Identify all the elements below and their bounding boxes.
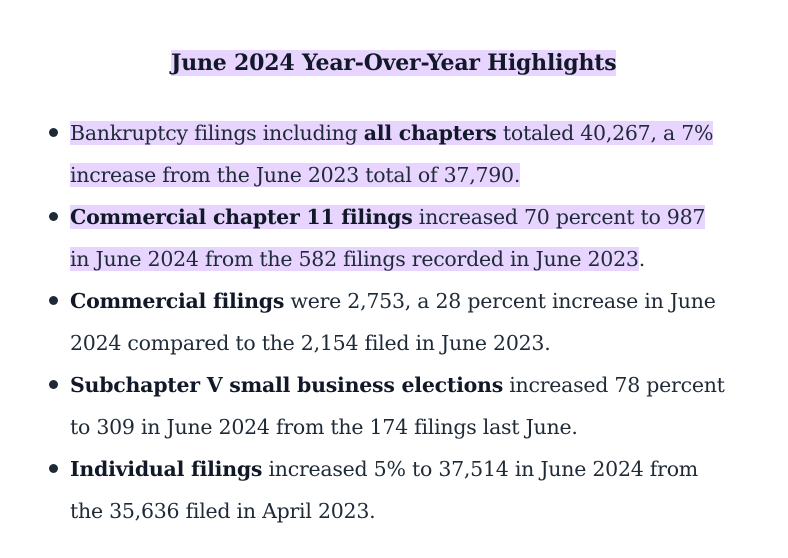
bold-term: Individual filings <box>70 457 263 481</box>
text-run: increased 70 percent to 987 <box>412 205 706 229</box>
bold-term: all chapters <box>363 121 497 145</box>
list-item-line: increase from the June 2023 total of 37,… <box>70 154 770 196</box>
highlighted-text: Commercial chapter 11 filings increased … <box>70 205 705 229</box>
highlighted-text: Bankruptcy filings including all chapter… <box>70 121 714 145</box>
list-item-line: Bankruptcy filings including all chapter… <box>70 112 770 154</box>
list-item-subchapter-v: Subchapter V small business elections in… <box>49 364 770 448</box>
text-run: increased 5% to 37,514 in June 2024 from <box>262 457 699 481</box>
list-item-line: Individual filings increased 5% to 37,51… <box>70 448 770 490</box>
bold-term: Subchapter V small business elections <box>70 373 503 397</box>
text-run: increased 78 percent <box>502 373 725 397</box>
highlights-heading: June 2024 Year-Over-Year Highlights <box>171 46 617 80</box>
list-item-line: 2024 compared to the 2,154 filed in June… <box>70 331 551 355</box>
list-item-line: Subchapter V small business elections in… <box>70 364 770 406</box>
highlighted-text: increase from the June 2023 total of 37,… <box>70 163 521 187</box>
list-item-commercial-chapter-11: Commercial chapter 11 filings increased … <box>49 196 770 280</box>
heading-highlight: June 2024 Year-Over-Year Highlights <box>171 50 617 76</box>
list-item-line: Commercial filings were 2,753, a 28 perc… <box>70 280 770 322</box>
list-item-commercial-filings: Commercial filings were 2,753, a 28 perc… <box>49 280 770 364</box>
bold-term: Commercial filings <box>70 289 285 313</box>
text-run: . <box>638 247 646 271</box>
list-item-all-chapters: Bankruptcy filings including all chapter… <box>49 112 770 196</box>
list-item-line: the 35,636 filed in April 2023. <box>70 499 376 523</box>
list-item-line: in June 2024 from the 582 filings record… <box>70 238 770 280</box>
list-item-line: to 309 in June 2024 from the 174 filings… <box>70 415 578 439</box>
list-item-line: Commercial chapter 11 filings increased … <box>70 196 770 238</box>
bold-term: Commercial chapter 11 filings <box>70 205 413 229</box>
highlights-list: Bankruptcy filings including all chapter… <box>49 112 770 532</box>
highlighted-text: in June 2024 from the 582 filings record… <box>70 247 639 271</box>
list-item-individual-filings: Individual filings increased 5% to 37,51… <box>49 448 770 532</box>
text-run: Bankruptcy filings including <box>70 121 364 145</box>
text-run: totaled 40,267, a 7% <box>496 121 714 145</box>
text-run: were 2,753, a 28 percent increase in Jun… <box>284 289 716 313</box>
